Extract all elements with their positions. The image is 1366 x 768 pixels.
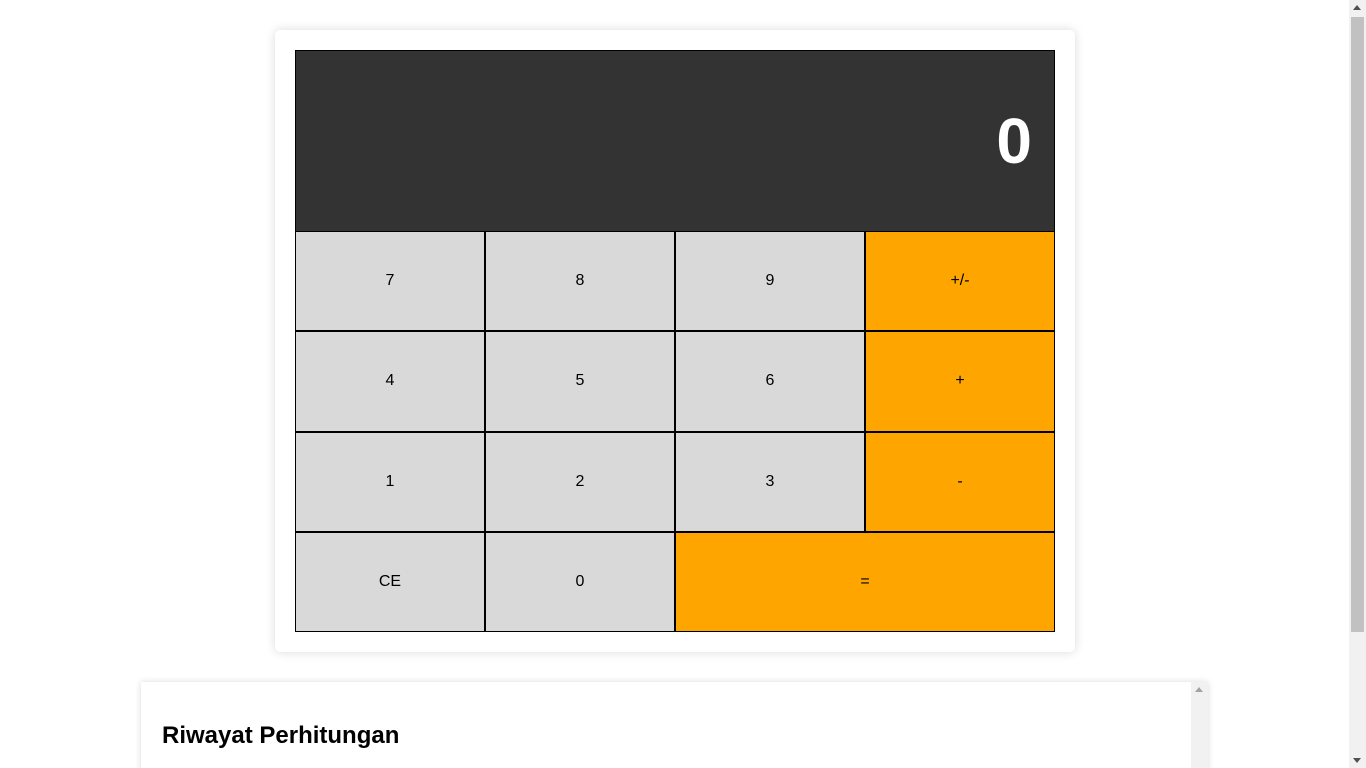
history-scrollbar[interactable] <box>1191 682 1208 768</box>
calculator-card: 0 7 8 9 +/- 4 5 6 + 1 2 3 - CE 0 = <box>275 30 1075 652</box>
key-1[interactable]: 1 <box>295 431 485 532</box>
key-equals[interactable]: = <box>675 531 1055 632</box>
scroll-up-arrow-icon[interactable] <box>1195 687 1203 692</box>
scrollbar-thumb[interactable] <box>1351 17 1364 632</box>
key-3[interactable]: 3 <box>675 431 865 532</box>
key-7[interactable]: 7 <box>295 231 485 332</box>
calculator-display: 0 <box>295 50 1055 232</box>
page-scrollbar[interactable] <box>1349 0 1366 768</box>
history-panel: Riwayat Perhitungan <box>141 682 1208 768</box>
key-2[interactable]: 2 <box>485 431 675 532</box>
key-5[interactable]: 5 <box>485 331 675 432</box>
key-0[interactable]: 0 <box>485 531 675 632</box>
key-minus[interactable]: - <box>865 431 1055 532</box>
scroll-up-arrow-icon[interactable] <box>1353 5 1361 10</box>
keypad: 7 8 9 +/- 4 5 6 + 1 2 3 - CE 0 = <box>295 231 1055 632</box>
calculator: 0 7 8 9 +/- 4 5 6 + 1 2 3 - CE 0 = <box>295 50 1055 632</box>
key-plus[interactable]: + <box>865 331 1055 432</box>
display-value: 0 <box>996 105 1032 177</box>
scroll-down-arrow-icon[interactable] <box>1353 758 1361 763</box>
history-title: Riwayat Perhitungan <box>162 722 400 749</box>
key-8[interactable]: 8 <box>485 231 675 332</box>
key-4[interactable]: 4 <box>295 331 485 432</box>
key-clear-entry[interactable]: CE <box>295 531 485 632</box>
key-6[interactable]: 6 <box>675 331 865 432</box>
key-9[interactable]: 9 <box>675 231 865 332</box>
key-sign-toggle[interactable]: +/- <box>865 231 1055 332</box>
